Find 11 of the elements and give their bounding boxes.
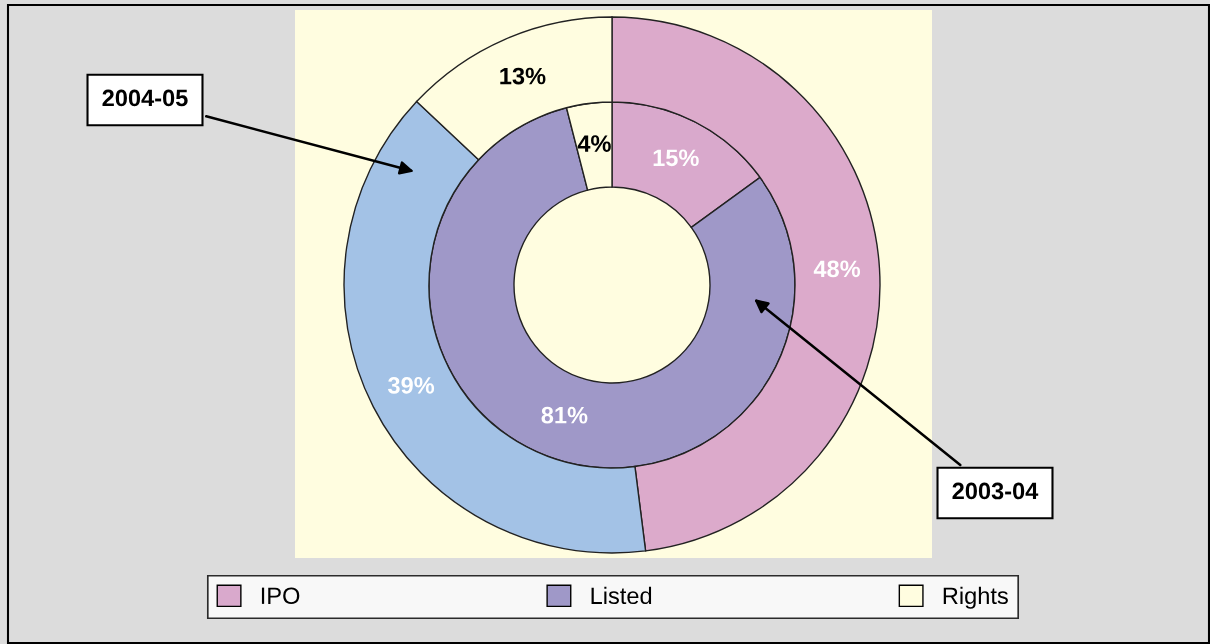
data-label: 81% bbox=[541, 406, 588, 424]
legend-label: IPO bbox=[261, 587, 300, 605]
legend-label: Rights bbox=[943, 586, 1008, 609]
data-label: 4% bbox=[577, 135, 611, 152]
slice-label: 2003-04 bbox=[952, 482, 1039, 500]
data-label: 48% bbox=[813, 260, 861, 278]
legend-label: Listed bbox=[591, 586, 652, 605]
data-label: 13% bbox=[500, 67, 546, 85]
slice-label: 2004-05 bbox=[102, 89, 188, 107]
data-label: 39% bbox=[387, 376, 435, 394]
data-label: 15% bbox=[653, 149, 699, 167]
